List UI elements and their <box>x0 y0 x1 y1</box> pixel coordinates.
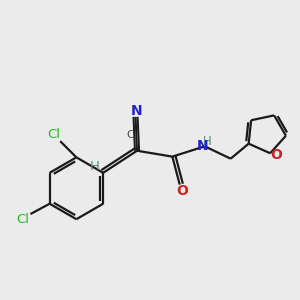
Text: Cl: Cl <box>16 213 29 226</box>
Text: Cl: Cl <box>47 128 60 141</box>
Text: O: O <box>177 184 189 198</box>
Text: H: H <box>90 160 100 173</box>
Text: H: H <box>203 134 212 148</box>
Text: C: C <box>126 130 134 140</box>
Text: N: N <box>131 104 143 118</box>
Text: O: O <box>271 148 283 162</box>
Text: N: N <box>196 139 208 153</box>
